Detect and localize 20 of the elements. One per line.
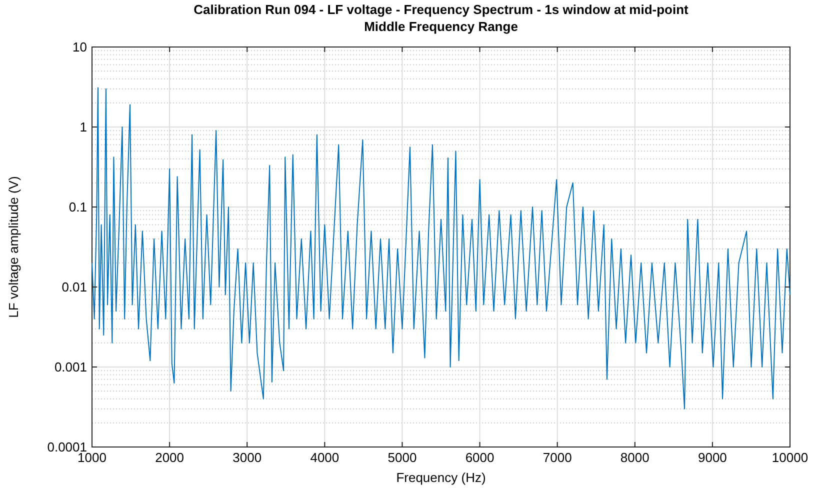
x-axis-title: Frequency (Hz) [396, 470, 486, 485]
y-tick-label: 10 [72, 40, 87, 55]
y-axis-title: LF voltage amplitude (V) [6, 176, 21, 318]
x-tick-label: 10000 [772, 450, 808, 465]
chart-subtitle: Middle Frequency Range [364, 19, 518, 34]
x-tick-label: 5000 [388, 450, 417, 465]
y-tick-label: 1 [80, 120, 87, 135]
line-series [92, 87, 790, 410]
x-tick-label: 3000 [232, 450, 262, 465]
x-tick-label: 2000 [155, 450, 184, 465]
x-tick-label: 1000 [78, 450, 106, 465]
y-tick-label: 0.001 [54, 360, 87, 375]
y-tick-label: 0.01 [62, 280, 87, 295]
y-tick-label: 0.1 [68, 200, 87, 215]
chart-title: Calibration Run 094 - LF voltage - Frequency Spectrum - 1s window at mid-point [194, 2, 690, 17]
x-tick-label: 4000 [310, 450, 340, 465]
x-tick-label: 7000 [542, 450, 572, 465]
x-tick-label: 6000 [465, 450, 494, 465]
x-tick-label: 8000 [620, 450, 650, 465]
x-tick-label: 9000 [698, 450, 727, 465]
